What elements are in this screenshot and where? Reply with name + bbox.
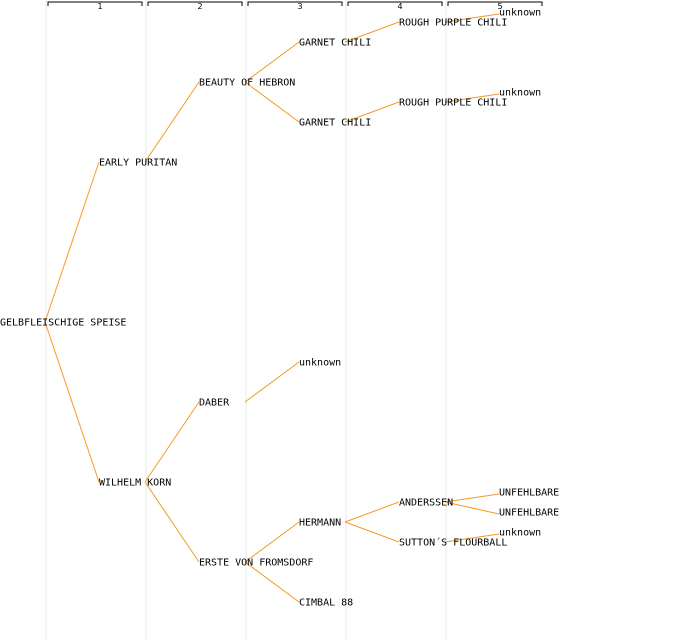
edge-n9-n14	[344, 521, 400, 543]
edge-n6-n11	[344, 21, 400, 43]
edge-n5-n10	[244, 561, 300, 603]
edge-n11-n15	[444, 13, 500, 23]
node-label-n6: GARNET CHILI	[299, 38, 371, 49]
node-label-n9: HERMANN	[299, 518, 341, 529]
generation-column-5	[445, 0, 447, 640]
edge-n2-n4	[144, 401, 200, 483]
edge-n0-n1	[44, 161, 100, 323]
generation-bracket-1	[47, 1, 143, 6]
edge-n9-n13	[344, 501, 400, 523]
node-label-n12: ROUGH PURPLE CHILI	[399, 98, 507, 109]
generation-label-5: 5	[497, 2, 502, 11]
node-label-n5: ERSTE VON FROMSDORF	[199, 558, 313, 569]
generation-label-1: 1	[97, 2, 102, 11]
node-label-n11: ROUGH PURPLE CHILI	[399, 18, 507, 29]
node-label-n16: unknown	[499, 88, 541, 99]
node-label-n13: ANDERSSEN	[399, 498, 453, 509]
node-label-n1: EARLY PURITAN	[99, 158, 177, 169]
generation-bracket-4	[347, 1, 443, 6]
edge-n2-n5	[144, 481, 200, 563]
edge-n4-n8	[244, 361, 300, 403]
edge-n3-n7	[244, 81, 300, 123]
node-label-n10: CIMBAL 88	[299, 598, 353, 609]
generation-bracket-2	[147, 1, 243, 6]
edge-n14-n19	[444, 533, 500, 543]
node-label-n7: GARNET CHILI	[299, 118, 371, 129]
edge-n0-n2	[44, 321, 100, 483]
generation-label-4: 4	[397, 2, 402, 11]
node-label-n15: unknown	[499, 8, 541, 19]
generation-bracket-5	[447, 1, 543, 6]
node-label-n18: UNFEHLBARE	[499, 508, 559, 519]
edge-n3-n6	[244, 41, 300, 83]
edge-n12-n16	[444, 93, 500, 103]
edge-n13-n18	[444, 501, 500, 515]
node-label-n8: unknown	[299, 358, 341, 369]
node-label-n0: GELBFLEISCHIGE SPEISE	[0, 318, 126, 329]
edge-n1-n3	[144, 81, 200, 163]
generation-label-2: 2	[197, 2, 202, 11]
generation-bracket-3	[247, 1, 343, 6]
edge-n5-n9	[244, 521, 300, 563]
generation-column-2	[145, 0, 147, 640]
edge-n13-n17	[444, 493, 500, 503]
node-label-n19: unknown	[499, 528, 541, 539]
node-label-n17: UNFEHLBARE	[499, 488, 559, 499]
node-label-n14: SUTTON´S FLOURBALL	[399, 537, 507, 549]
edge-n7-n12	[344, 101, 400, 123]
node-label-n2: WILHELM KORN	[99, 478, 171, 489]
generation-column-3	[245, 0, 247, 640]
node-label-n4: DABER	[199, 398, 230, 409]
generation-column-4	[345, 0, 347, 640]
generation-label-3: 3	[297, 2, 302, 11]
node-label-n3: BEAUTY OF HEBRON	[199, 78, 295, 89]
